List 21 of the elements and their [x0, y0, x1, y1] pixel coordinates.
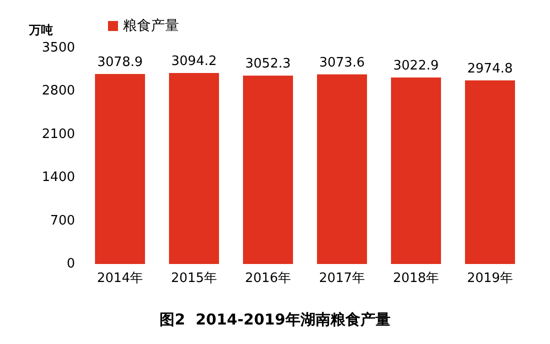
x-tick-label: 2016年 — [244, 271, 292, 286]
data-label: 3094.2 — [171, 54, 217, 70]
y-tick-label: 2100 — [42, 126, 75, 142]
x-tick-label: 2014年 — [96, 271, 144, 286]
data-label: 2974.8 — [467, 61, 513, 76]
text: 图2 2014-2019年湖南粮食产量 — [160, 310, 390, 328]
x-tick-label: 2017年 — [318, 271, 366, 286]
y-tick-label: 700 — [50, 213, 75, 228]
y-tick-label: 2800 — [42, 84, 75, 99]
y-axis-title: 万吨 — [28, 23, 53, 37]
y-tick-label: 1400 — [42, 170, 75, 186]
legend-label: 粮食产量 — [123, 18, 179, 34]
data-label: 3052.3 — [245, 56, 291, 72]
data-label: 3022.9 — [393, 58, 439, 74]
data-label: 3073.6 — [319, 55, 365, 70]
x-tick-label: 2019年 — [466, 271, 514, 286]
x-tick-label: 2015年 — [170, 271, 218, 286]
x-tick-label: 2018年 — [392, 271, 440, 286]
data-label: 3078.9 — [97, 54, 143, 70]
y-tick-label: 3500 — [42, 40, 75, 56]
y-tick-label: 0 — [66, 256, 75, 272]
